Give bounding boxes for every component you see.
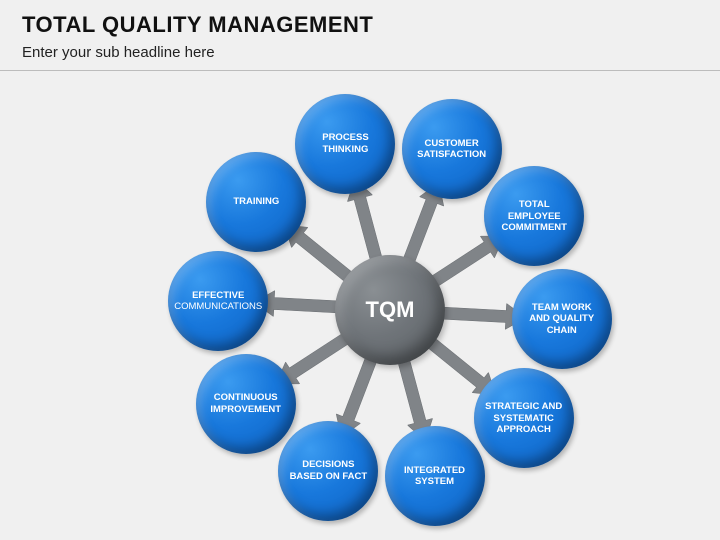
- page-title: TOTAL QUALITY MANAGEMENT: [22, 12, 698, 38]
- page: TOTAL QUALITY MANAGEMENT Enter your sub …: [0, 0, 720, 540]
- ring-node: TOTAL EMPLOYEE COMMITMENT: [484, 166, 584, 266]
- ring-node-label: EFFECTIVECOMMUNICATIONS: [174, 290, 262, 313]
- ring-node-label: TRAINING: [233, 196, 279, 207]
- ring-node: TRAINING: [206, 152, 306, 252]
- page-subtitle: Enter your sub headline here: [22, 44, 698, 61]
- ring-node: EFFECTIVECOMMUNICATIONS: [168, 251, 268, 351]
- ring-node: INTEGRATED SYSTEM: [385, 426, 485, 526]
- ring-node-label: STRATEGIC AND SYSTEMATIC APPROACH: [485, 401, 562, 435]
- ring-node: CONTINUOUS IMPROVEMENT: [196, 354, 296, 454]
- header-divider: [0, 70, 720, 71]
- hub-label: TQM: [366, 297, 415, 323]
- ring-node-label: INTEGRATED SYSTEM: [404, 465, 465, 488]
- header: TOTAL QUALITY MANAGEMENT Enter your sub …: [22, 12, 698, 61]
- hub-circle: TQM: [335, 255, 445, 365]
- ring-node-label: TOTAL EMPLOYEE COMMITMENT: [502, 199, 567, 233]
- ring-node-label: CONTINUOUS IMPROVEMENT: [210, 392, 281, 415]
- ring-node: PROCESS THINKING: [295, 94, 395, 194]
- ring-node-label: DECISIONS BASED ON FACT: [290, 459, 368, 482]
- ring-node-label: TEAM WORK AND QUALITY CHAIN: [529, 302, 594, 336]
- ring-node-label: CUSTOMER SATISFACTION: [417, 138, 486, 161]
- ring-node: CUSTOMER SATISFACTION: [402, 99, 502, 199]
- ring-node: TEAM WORK AND QUALITY CHAIN: [512, 269, 612, 369]
- ring-node-label: PROCESS THINKING: [322, 132, 368, 155]
- radial-diagram: TQM PROCESS THINKING CUSTOMER SATISFACTION…: [0, 80, 720, 540]
- ring-node: DECISIONS BASED ON FACT: [278, 421, 378, 521]
- ring-node: STRATEGIC AND SYSTEMATIC APPROACH: [474, 368, 574, 468]
